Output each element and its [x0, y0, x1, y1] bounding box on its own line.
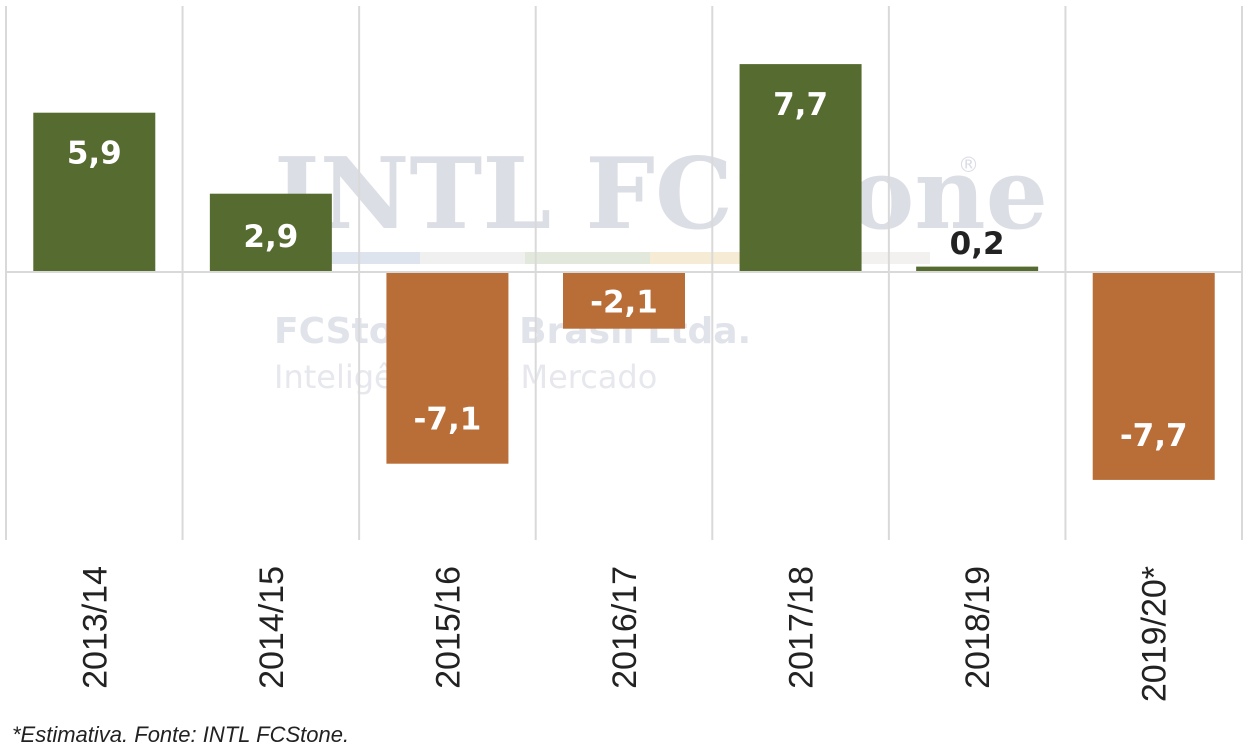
bar-2017/18	[739, 64, 862, 272]
category-label-2016/17: 2016/17	[606, 566, 644, 689]
bar-2013/14	[33, 112, 156, 272]
bars-group	[33, 64, 1215, 480]
data-label-2013/14: 5,9	[67, 136, 122, 172]
data-label-2017/18: 7,7	[773, 87, 828, 123]
watermark-brand: INTL FCStone	[274, 137, 1048, 252]
category-label-2014/15: 2014/15	[253, 566, 291, 689]
data-label-2014/15: 2,9	[243, 219, 298, 255]
category-label-2018/19: 2018/19	[959, 566, 997, 689]
bar-2014/15	[209, 193, 332, 272]
bar-2018/19	[916, 266, 1039, 272]
watermark-registered-mark: ®	[958, 153, 979, 177]
data-label-2018/19: 0,2	[950, 226, 1005, 262]
footnote: *Estimativa. Fonte: INTL FCStone.	[12, 722, 350, 747]
data-labels-group: 5,9 2,9 -7,1 -2,1 7,7 0,2 -7,7	[67, 87, 1188, 454]
category-label-2017/18: 2017/18	[783, 566, 821, 689]
category-label-2015/16: 2015/16	[429, 566, 467, 689]
bar-2015/16	[386, 272, 509, 464]
category-label-2013/14: 2013/14	[76, 566, 114, 689]
data-label-2016/17: -2,1	[590, 284, 658, 320]
category-label-2019/20*: 2019/20*	[1136, 566, 1174, 702]
category-labels-group: 2013/14 2014/15 2015/16 2016/17 2017/18 2018/…	[76, 566, 1173, 702]
data-label-2015/16: -7,1	[414, 402, 482, 438]
data-label-2019/20*: -7,7	[1120, 418, 1188, 454]
bar-2016/17	[563, 272, 685, 329]
bar-2019/20*	[1092, 272, 1215, 480]
